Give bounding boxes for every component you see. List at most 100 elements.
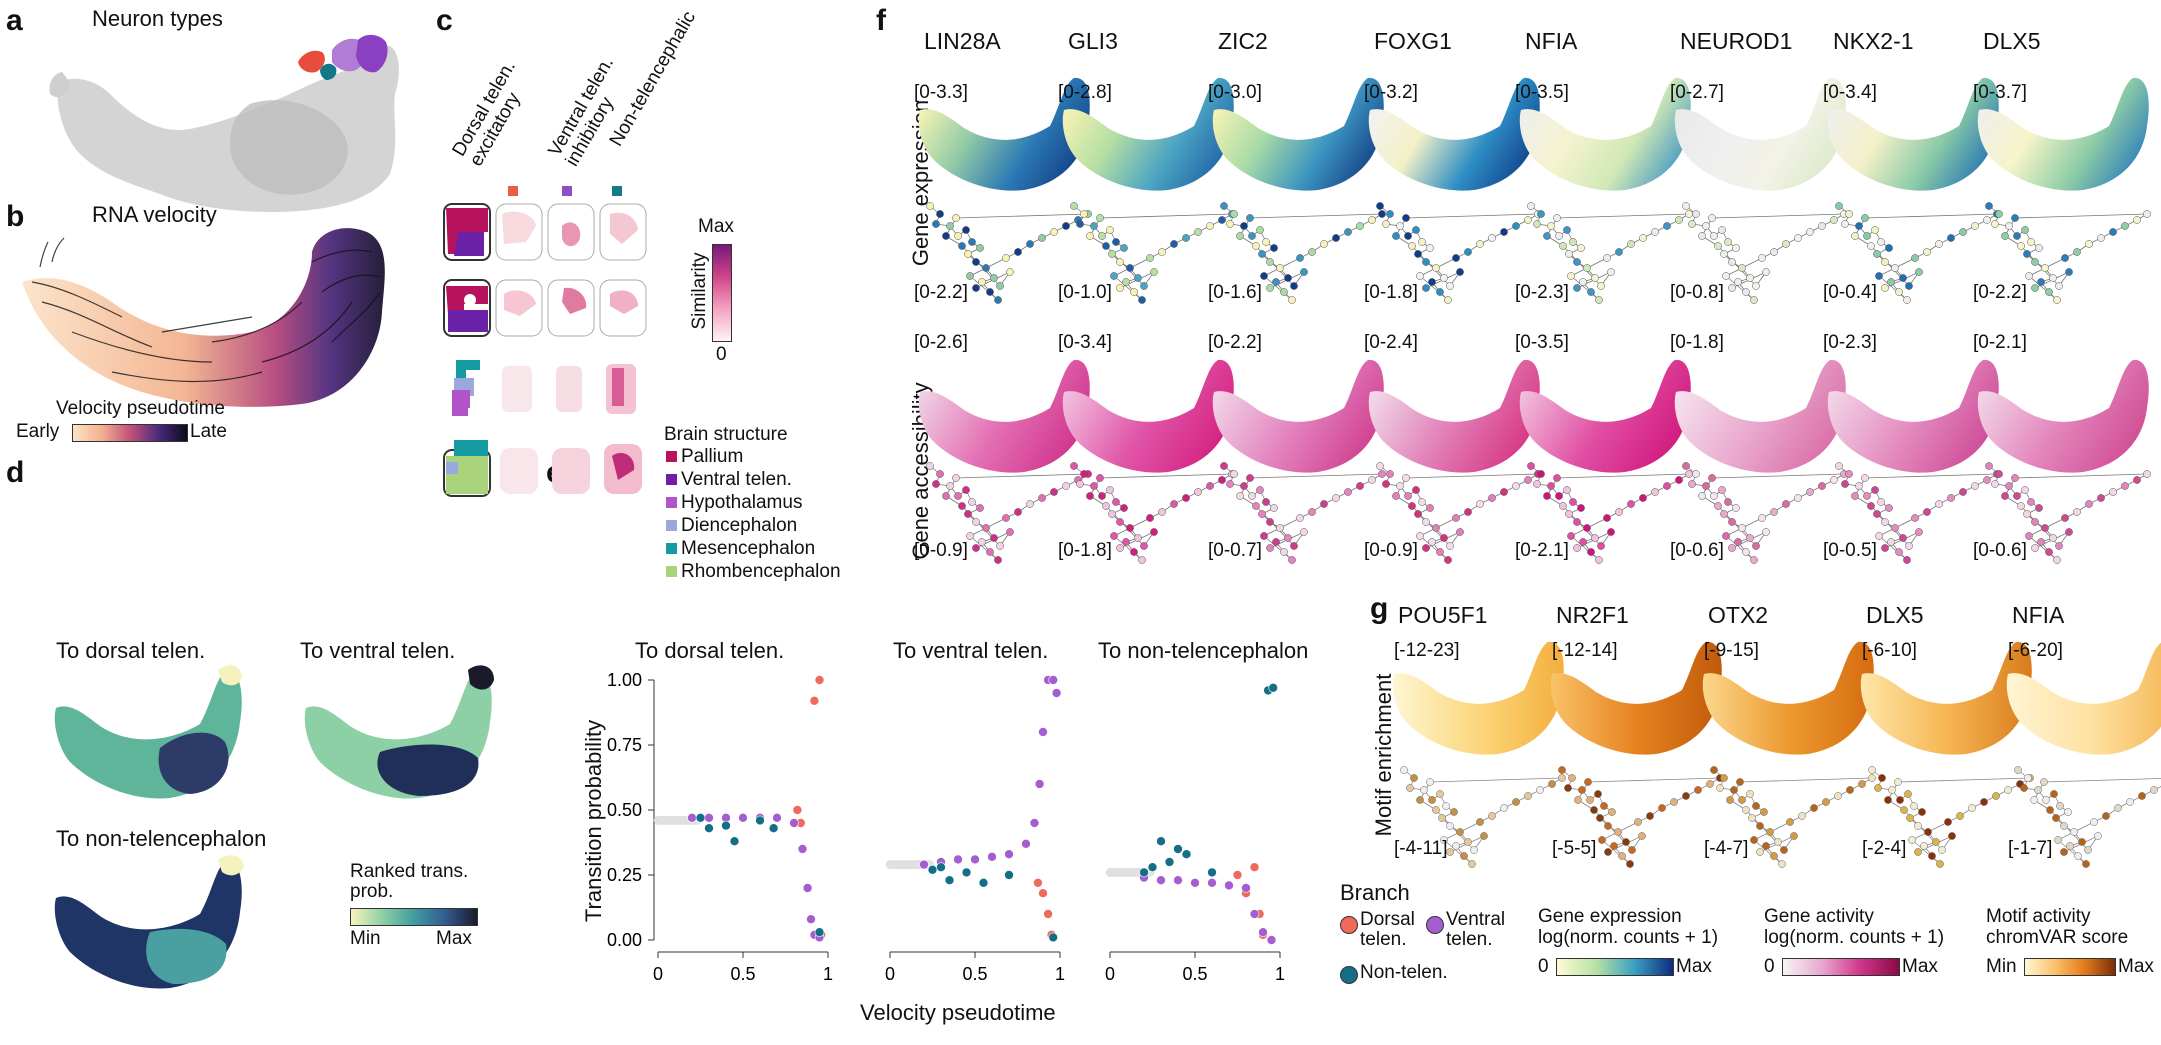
data-point — [953, 854, 963, 865]
xtick-label: 0 — [885, 964, 895, 984]
panel-d-umap-dorsal — [54, 665, 242, 799]
branch-label-ventral-line1: Ventral — [1446, 909, 1506, 930]
data-point — [704, 823, 714, 833]
motif-umap-1 — [1550, 641, 1722, 755]
acc-umap-range-1: [0-3.4] — [1058, 332, 1112, 353]
activity-legend-max: Max — [1902, 956, 1938, 977]
data-point — [1029, 818, 1040, 828]
expr-graph-1 — [1070, 202, 1236, 304]
data-point — [1258, 927, 1268, 938]
expr-umap-5 — [1674, 77, 1846, 191]
acc-graph-0 — [926, 462, 1092, 564]
ytick-label: 0.50 — [607, 800, 642, 820]
motif-legend-max: Max — [2118, 956, 2154, 977]
xtick-label: 1 — [1275, 964, 1285, 984]
acc-umap-3 — [1368, 359, 1540, 473]
data-point — [1164, 857, 1175, 867]
motif-umap-3 — [1860, 641, 2032, 755]
gene-header-7: DLX5 — [1983, 28, 2041, 54]
data-point — [814, 927, 825, 938]
acc-umap-4 — [1519, 359, 1691, 473]
data-point — [809, 695, 820, 706]
expr-umap-1 — [1062, 77, 1234, 191]
velocity-late-label: Late — [190, 421, 227, 442]
branch-dot-dorsal — [1340, 916, 1358, 934]
gene-header-4: NFIA — [1525, 28, 1578, 54]
acc-umap-range-4: [0-3.5] — [1515, 332, 1569, 353]
data-point — [1034, 779, 1045, 789]
expr-umap-range-2: [0-3.0] — [1208, 82, 1262, 103]
panel-d-legend-title: Ranked trans. prob. — [350, 862, 468, 902]
activity-legend-min: 0 — [1764, 956, 1775, 977]
panel-d-title-nontel: To non-telencephalon — [56, 826, 267, 851]
expr-legend-max: Max — [1676, 956, 1712, 977]
data-point — [814, 675, 825, 685]
motif-graph-2 — [1710, 766, 1876, 868]
panel-letter-f: f — [876, 4, 886, 37]
data-point — [1004, 870, 1014, 880]
activity-legend-title-line1: Gene activity — [1764, 906, 1874, 927]
panel-d-min: Min — [350, 928, 381, 949]
expr-legend-title-line2: log(norm. counts + 1) — [1538, 927, 1719, 948]
motif-gene-header-2: OTX2 — [1708, 602, 1769, 628]
motif-umap-range-2: [-9-15] — [1704, 640, 1759, 661]
brain-legend-swatch — [666, 474, 677, 485]
brain-legend-item: Rhombencephalon — [666, 561, 841, 583]
acc-graph-range-6: [0-0.5] — [1823, 540, 1877, 561]
motif-gene-header-4: NFIA — [2012, 602, 2065, 628]
ytick-label: 0.00 — [607, 930, 642, 950]
data-point — [1156, 836, 1166, 846]
expr-umap-range-1: [0-2.8] — [1058, 82, 1112, 103]
panel-a-title: Neuron types — [92, 6, 223, 31]
acc-umap-6 — [1827, 359, 1999, 473]
expr-graph-range-0: [0-2.2] — [914, 282, 968, 303]
column-color-ventral — [562, 186, 572, 196]
motif-umap-0 — [1392, 641, 1564, 755]
expr-graph-2 — [1220, 202, 1386, 304]
similarity-min: 0 — [716, 344, 727, 365]
data-point — [1224, 880, 1234, 891]
brain-legend-item: Hypothalamus — [666, 492, 802, 514]
xtick-label: 1 — [1055, 964, 1065, 984]
data-point — [768, 823, 779, 833]
acc-umap-5 — [1674, 359, 1846, 473]
motif-graph-3 — [1868, 766, 2034, 868]
acc-umap-range-6: [0-2.3] — [1823, 332, 1877, 353]
brain-legend-item: Ventral telen. — [666, 469, 792, 491]
acc-graph-5 — [1682, 462, 1848, 564]
column-label-dorsal: Dorsal telen. excitatory — [448, 57, 537, 170]
brain-legend-swatch — [666, 543, 677, 554]
panel-a-umap — [49, 34, 399, 212]
data-point — [936, 862, 946, 872]
acc-umap-0 — [918, 359, 1090, 473]
acc-graph-2 — [1220, 462, 1386, 564]
expr-graph-range-3: [0-1.8] — [1364, 282, 1418, 303]
panel-letter-b: b — [6, 200, 25, 233]
expr-colorbar — [1556, 958, 1674, 976]
motif-umap-2 — [1702, 641, 1874, 755]
column-color-nontel — [612, 186, 622, 196]
data-point — [1268, 682, 1279, 693]
acc-umap-1 — [1062, 359, 1234, 473]
brain-structure-title: Brain structure — [664, 424, 788, 445]
expr-umap-6 — [1827, 77, 1999, 191]
expr-umap-range-6: [0-3.4] — [1823, 82, 1877, 103]
data-point — [1004, 849, 1014, 859]
expr-graph-range-5: [0-0.8] — [1670, 282, 1724, 303]
panel-d-title-ventral: To ventral telen. — [300, 638, 456, 663]
expr-legend-title: Gene expression log(norm. counts + 1) — [1538, 906, 1718, 948]
data-point — [1190, 878, 1200, 888]
data-point — [1173, 844, 1183, 854]
expr-umap-3 — [1368, 77, 1540, 191]
panel-d-umap-ventral — [304, 665, 494, 799]
acc-umap-range-3: [0-2.4] — [1364, 332, 1418, 353]
data-point — [927, 865, 938, 875]
data-point — [1043, 909, 1053, 919]
acc-graph-range-3: [0-0.9] — [1364, 540, 1418, 561]
expr-umap-range-5: [0-2.7] — [1670, 82, 1724, 103]
xtick-label: 0.5 — [730, 964, 755, 984]
expr-legend-min: 0 — [1538, 956, 1549, 977]
activity-legend-title-line2: log(norm. counts + 1) — [1764, 927, 1945, 948]
motif-legend-title-line2: chromVAR score — [1986, 927, 2129, 948]
data-point — [1033, 878, 1043, 888]
